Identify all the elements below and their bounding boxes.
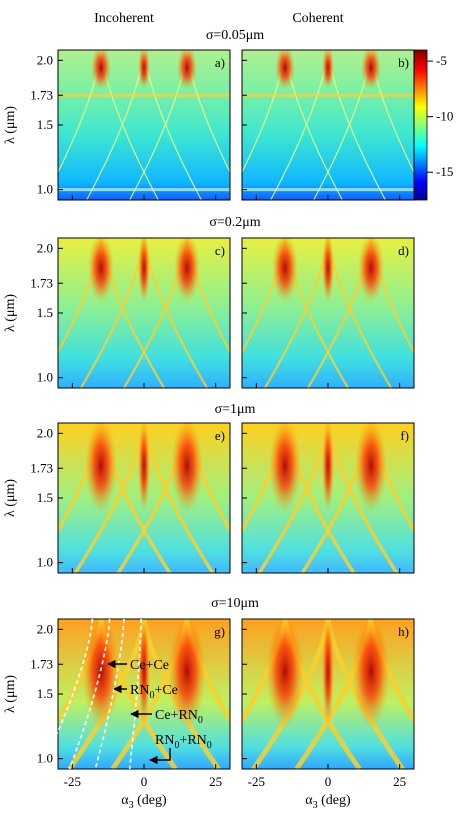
- annotation-arrow: [149, 748, 171, 765]
- sigma-label: σ=1μm: [215, 402, 256, 417]
- panel-label: a): [215, 55, 225, 70]
- y-tick-label: 2.0: [37, 621, 53, 636]
- intensity-peak: [138, 238, 150, 303]
- panel-row: σ=1μm e) f) 1.0 1.5 1.73 2.0 λ (μm): [3, 402, 415, 574]
- intensity-peak: [168, 619, 206, 729]
- annotation-label: Ce+Ce: [130, 658, 169, 673]
- intensity-peak: [266, 619, 304, 729]
- panel-label: g): [214, 624, 225, 639]
- y-tick-label: 1.5: [37, 686, 53, 701]
- dashed-mode-curve: [40, 618, 94, 770]
- y-tick-label: 1.0: [37, 182, 53, 197]
- y-axis-label: λ (μm): [3, 479, 18, 517]
- y-tick-label: 1.0: [37, 370, 53, 385]
- column-header-coherent: Coherent: [292, 11, 343, 26]
- y-tick-label: 1.73: [30, 87, 53, 102]
- intensity-peak: [91, 50, 111, 90]
- x-axis-label: α3 (deg): [121, 793, 167, 811]
- intensity-peak: [358, 238, 384, 303]
- x-tick-label: 25: [209, 774, 222, 789]
- intensity-peak: [138, 619, 150, 729]
- intensity-peak: [269, 423, 301, 513]
- y-axis-label: λ (μm): [3, 675, 18, 713]
- sigma-label: σ=0.2μm: [209, 215, 260, 230]
- panel-label: f): [400, 428, 409, 443]
- x-tick-label: 0: [325, 774, 332, 789]
- annotation-label: RN0+Ce: [130, 683, 178, 701]
- x-tick-label: -25: [248, 774, 265, 789]
- y-axis-label: λ (μm): [3, 106, 18, 144]
- mode-branch: [73, 423, 146, 573]
- colorbar-tick-label: -15: [436, 164, 453, 179]
- annotation-label: Ce+RN0: [155, 708, 203, 726]
- panel-label: e): [215, 428, 225, 443]
- intensity-peak: [138, 50, 150, 90]
- panel-label: c): [215, 243, 225, 258]
- panel-label: h): [398, 624, 409, 639]
- y-tick-label: 2.0: [37, 52, 53, 67]
- y-tick-label: 1.0: [37, 751, 53, 766]
- intensity-peak: [82, 619, 120, 729]
- intensity-peak: [88, 238, 114, 303]
- intensity-peak: [322, 238, 334, 303]
- x-tick-label: 0: [141, 774, 148, 789]
- intensity-peak: [355, 423, 387, 513]
- intensity-peak: [272, 238, 298, 303]
- y-tick-label: 1.5: [37, 490, 53, 505]
- intensity-peak: [171, 423, 203, 513]
- sigma-label: σ=0.05μm: [206, 28, 264, 43]
- panel-label: b): [398, 55, 409, 70]
- y-tick-label: 1.73: [30, 460, 53, 475]
- panel-label: d): [398, 243, 409, 258]
- colorbar-tick-label: -10: [436, 109, 453, 124]
- intensity-peak: [361, 50, 381, 90]
- intensity-peak: [322, 619, 334, 729]
- intensity-peak: [85, 423, 117, 513]
- intensity-peak: [352, 619, 390, 729]
- intensity-peak: [275, 50, 295, 90]
- intensity-peak: [138, 423, 150, 513]
- y-axis-label: λ (μm): [3, 294, 18, 332]
- x-tick-label: 25: [393, 774, 406, 789]
- x-tick-label: -25: [64, 774, 81, 789]
- panel-row: σ=10μm g) h) 1.0 1.5 1.73 2.0 λ (μm): [3, 596, 415, 770]
- dashed-mode-curve: [68, 618, 111, 770]
- intensity-peak: [322, 423, 334, 513]
- x-axis-label: α3 (deg): [305, 793, 351, 811]
- y-tick-label: 2.0: [37, 425, 53, 440]
- mode-branch: [326, 423, 399, 573]
- y-tick-label: 1.73: [30, 656, 53, 671]
- mode-branch: [257, 423, 330, 573]
- mode-branch: [142, 423, 215, 573]
- panel-row: σ=0.2μm c) d) 1.0 1.5 1.73 2.0 λ (μm): [3, 215, 415, 389]
- colorbar-tick-label: -5: [436, 53, 447, 68]
- panel-row: σ=0.05μm a) b) 1.0 1.5 1.73 2.0 λ (μm): [3, 28, 415, 201]
- y-tick-label: 1.0: [37, 555, 53, 570]
- sigma-label: σ=10μm: [211, 596, 259, 611]
- intensity-peak: [322, 50, 334, 90]
- y-tick-label: 1.5: [37, 305, 53, 320]
- intensity-peak: [174, 238, 200, 303]
- y-tick-label: 2.0: [37, 240, 53, 255]
- y-tick-label: 1.73: [30, 275, 53, 290]
- intensity-peak: [177, 50, 197, 90]
- column-header-incoherent: Incoherent: [94, 11, 154, 26]
- y-tick-label: 1.5: [37, 117, 53, 132]
- dashed-mode-curve: [94, 618, 125, 770]
- annotation-label: RN0+RN0: [155, 733, 212, 751]
